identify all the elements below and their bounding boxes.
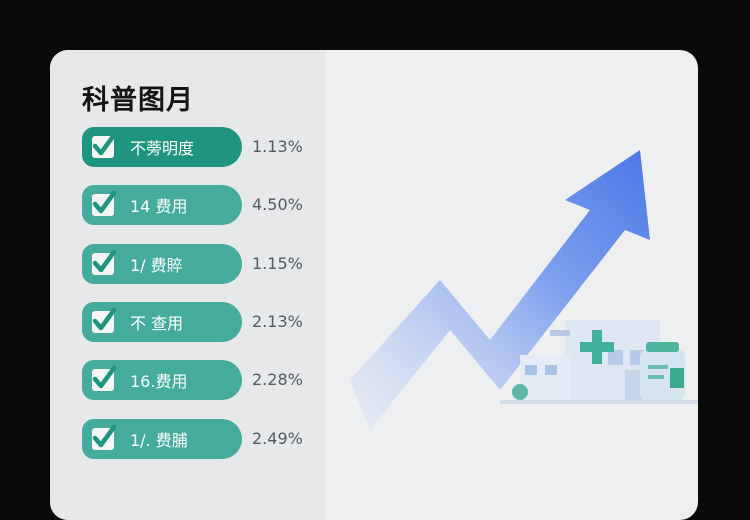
checkbox-checked-icon[interactable] [92,365,117,391]
item-value: 2.28% [252,370,303,389]
item-value: 1.15% [252,254,303,273]
list-item[interactable]: 1/. 费脯 [82,419,242,459]
item-label: 14 费用 [130,197,188,216]
list-item[interactable]: 1/ 费賥 [82,244,242,284]
item-label: 不蒡明度 [130,139,195,158]
checkbox-checked-icon[interactable] [92,132,117,158]
list-item[interactable]: 不 查用 [82,302,242,342]
medicine-bottle-icon [640,342,685,400]
item-value: 1.13% [252,137,303,156]
list-panel: 科普图月 不蒡明度 1.13% 14 费用 4.50% 1/ 费賥 1.15% 不 查用 2.… [50,50,325,520]
list-item[interactable]: 不蒡明度 [82,127,242,167]
item-label: 1/ 费賥 [130,256,183,275]
card: 科普图月 不蒡明度 1.13% 14 费用 4.50% 1/ 费賥 1.15% 不 查用 2.… [50,50,698,520]
checkbox-checked-icon[interactable] [92,249,117,275]
item-value: 2.49% [252,429,303,448]
checkbox-checked-icon[interactable] [92,307,117,333]
item-label: 1/. 费脯 [130,431,188,450]
list-item[interactable]: 16.费用 [82,360,242,400]
page-title: 科普图月 [82,85,194,116]
rising-arrow-icon [350,150,698,430]
item-label: 16.费用 [130,372,188,391]
item-value: 2.13% [252,312,303,331]
item-value: 4.50% [252,195,303,214]
checkbox-checked-icon[interactable] [92,190,117,216]
list-item[interactable]: 14 费用 [82,185,242,225]
checkbox-checked-icon[interactable] [92,424,117,450]
item-label: 不 查用 [130,314,184,333]
